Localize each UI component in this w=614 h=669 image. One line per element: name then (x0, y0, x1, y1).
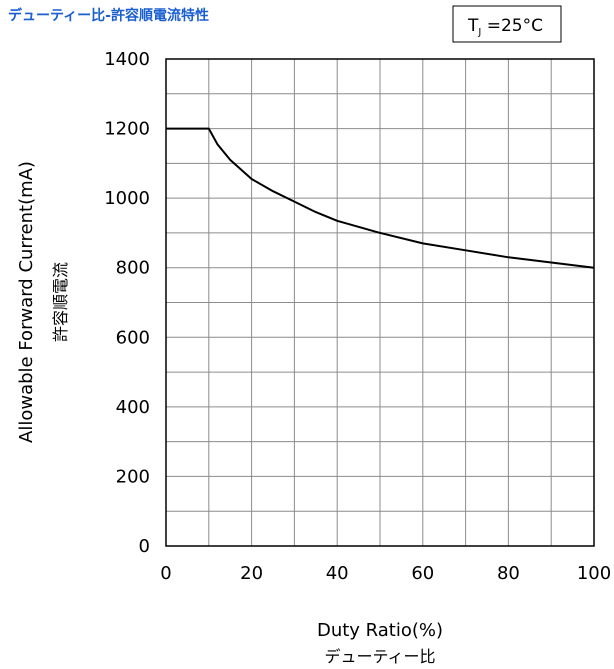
x-tick-label: 80 (497, 563, 520, 584)
y-axis-label: Allowable Forward Current(mA) (16, 161, 37, 443)
y-tick-label: 600 (116, 327, 150, 348)
y-axis-label-jp: 許容順電流 (51, 262, 70, 342)
grid (166, 59, 594, 546)
x-tick-label: 40 (326, 563, 349, 584)
y-tick-label: 1200 (104, 119, 150, 140)
y-tick-label: 1000 (104, 188, 150, 209)
condition-symbol: T (467, 16, 479, 36)
y-tick-label: 1400 (104, 49, 150, 70)
x-axis-label-jp: デューティー比 (324, 647, 435, 666)
y-tick-label: 200 (116, 466, 150, 487)
x-tick-label: 0 (160, 563, 171, 584)
x-tick-label: 100 (577, 563, 611, 584)
plot-area-frame (165, 58, 595, 547)
condition-value: =25°C (481, 16, 543, 36)
x-axis-ticks: 0 20 40 60 80 100 (160, 563, 611, 584)
condition-subscript: J (477, 27, 481, 38)
y-tick-label: 400 (116, 397, 150, 418)
series-line (166, 127, 595, 269)
y-tick-label: 800 (116, 258, 150, 279)
x-tick-label: 20 (240, 563, 263, 584)
x-axis-label: Duty Ratio(%) (317, 620, 443, 641)
x-tick-label: 60 (411, 563, 434, 584)
condition-box: TJ =25°C (452, 5, 562, 43)
y-axis-ticks: 0 200 400 600 800 1000 1200 1400 (104, 49, 150, 557)
condition-label: TJ =25°C (467, 16, 543, 38)
y-tick-label: 0 (139, 536, 150, 557)
series-layer (166, 127, 595, 269)
page-title: デューティー比-許容順電流特性 (8, 7, 209, 24)
